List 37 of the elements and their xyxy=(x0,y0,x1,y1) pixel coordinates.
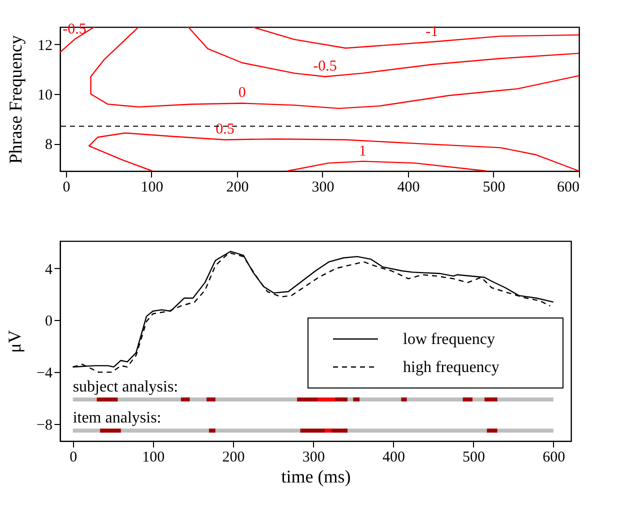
y-tick-label: 4 xyxy=(45,262,53,278)
y-axis-title: μV xyxy=(4,330,25,353)
series-label: 1 xyxy=(358,143,366,160)
line-series xyxy=(188,26,580,78)
series-label: -1 xyxy=(426,24,438,40)
y-tick-label: 12 xyxy=(38,38,52,54)
line-series xyxy=(90,26,580,110)
y-tick-label: −8 xyxy=(36,418,52,434)
x-tick-label: 600 xyxy=(557,180,580,196)
x-tick-label: 300 xyxy=(302,450,325,466)
annotation: item analysis: xyxy=(72,410,162,427)
x-tick-label: 500 xyxy=(482,180,506,196)
series-label: -0.5 xyxy=(313,58,337,75)
line-series xyxy=(88,132,580,172)
x-axis-title: time (ms) xyxy=(281,466,351,486)
x-tick-label: 400 xyxy=(382,450,405,466)
annotation: subject analysis: xyxy=(72,378,178,396)
x-tick-label: 100 xyxy=(140,180,164,196)
y-axis-title: Phrase Frequency xyxy=(6,35,26,164)
x-tick-label: 600 xyxy=(542,450,566,466)
x-tick-label: 0 xyxy=(70,450,78,466)
x-tick-label: 400 xyxy=(397,180,420,196)
y-tick-label: −4 xyxy=(36,366,53,382)
y-tick-label: 0 xyxy=(45,314,52,330)
y-tick-label: 8 xyxy=(45,137,52,154)
line-series xyxy=(252,26,580,49)
x-tick-label: 500 xyxy=(462,450,486,466)
legend-label: low frequency xyxy=(403,331,495,348)
series-label: 0.5 xyxy=(216,122,234,138)
y-tick-label: 10 xyxy=(38,88,52,104)
legend-label: high frequency xyxy=(403,359,500,376)
series-label: 0 xyxy=(238,85,246,102)
x-tick-label: 100 xyxy=(142,450,165,466)
x-tick-label: 0 xyxy=(62,180,70,196)
x-tick-label: 200 xyxy=(226,180,249,196)
x-tick-label: 200 xyxy=(222,450,245,466)
x-tick-label: 300 xyxy=(312,180,334,196)
